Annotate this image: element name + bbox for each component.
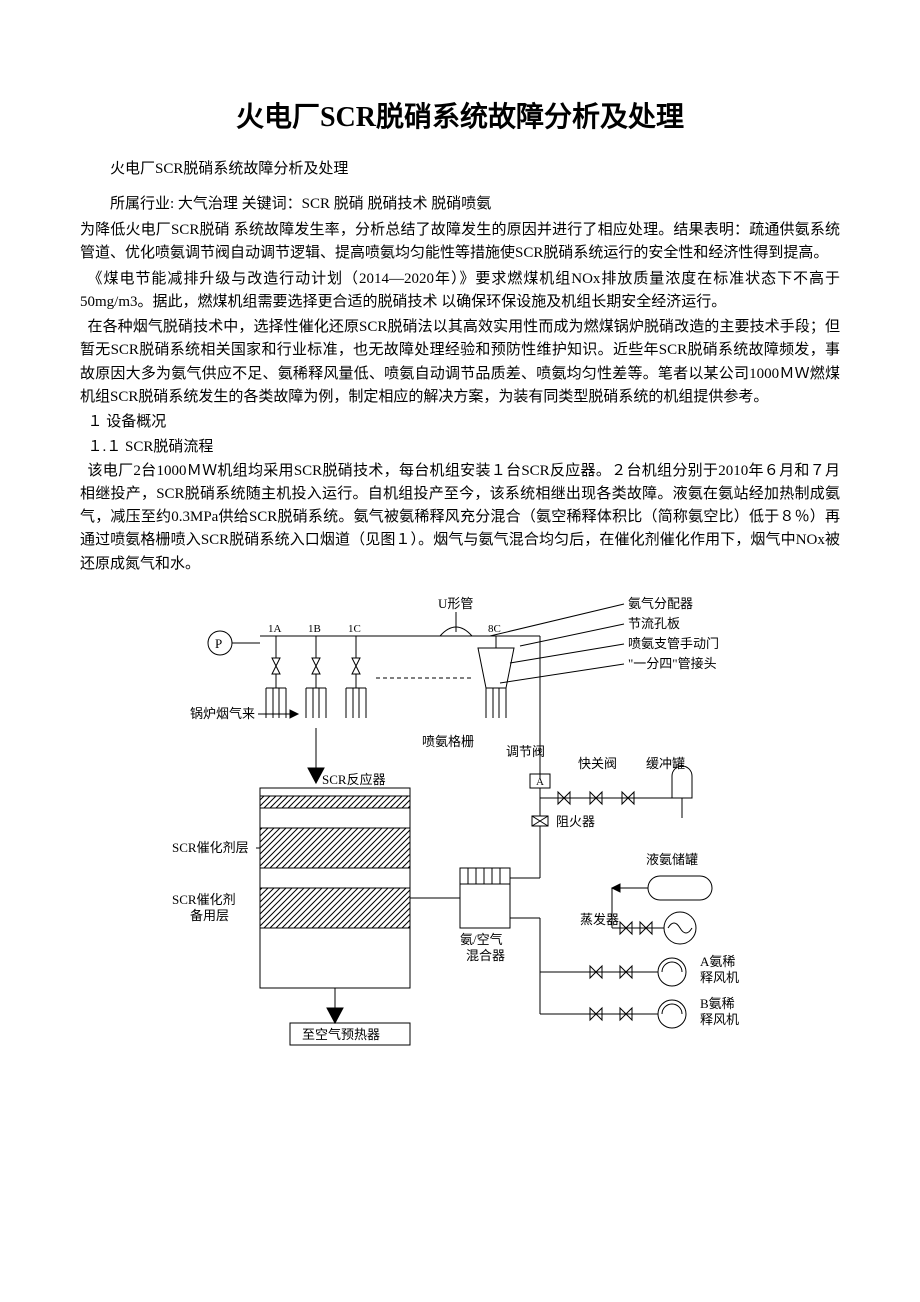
label-fan-a-1: A氨稀 [700, 954, 735, 969]
control-valve-letter: A [536, 776, 544, 788]
branch-group [266, 636, 514, 718]
label-fan-b-1: B氨稀 [700, 996, 735, 1011]
label-fan-a-2: 释风机 [700, 970, 739, 985]
label-u-tube: U形管 [438, 596, 473, 611]
paragraph-3: 在各种烟气脱硝技术中，选择性催化还原SCR脱硝法以其高效实用性而成为燃煤锅炉脱硝… [80, 316, 840, 409]
label-flame-arrester: 阻火器 [556, 814, 595, 829]
paragraph-2: 《煤电节能减排升级与改造行动计划（2014—2020年）》要求燃煤机组NOx排放… [80, 268, 840, 315]
label-to-preheater: 至空气预热器 [302, 1027, 380, 1042]
label-mixer-2: 混合器 [466, 948, 505, 963]
document-title: 火电厂SCR脱硝系统故障分析及处理 [80, 95, 840, 135]
label-fan-b-2: 释风机 [700, 1012, 739, 1027]
document-subtitle: 火电厂SCR脱硝系统故障分析及处理 [80, 157, 840, 178]
label-quick-valve: 快关阀 [578, 756, 617, 771]
label-evaporator: 蒸发器 [580, 912, 619, 927]
scr-flow-diagram: 氨气分配器 节流孔板 喷氨支管手动门 "一分四"管接头 U形管 P 1A 1B … [160, 588, 760, 1048]
label-p-sensor: P [215, 636, 222, 651]
figure-1-container: 氨气分配器 节流孔板 喷氨支管手动门 "一分四"管接头 U形管 P 1A 1B … [80, 588, 840, 1048]
label-col-1a: 1A [268, 623, 282, 635]
label-buffer-tank: 缓冲罐 [646, 756, 685, 771]
label-control-valve: 调节阀 [506, 744, 545, 759]
label-branch-valve: 喷氨支管手动门 [628, 636, 719, 651]
label-col-1b: 1B [308, 623, 321, 635]
label-flue-gas-in: 锅炉烟气来 [190, 706, 255, 721]
label-liquid-tank: 液氨储罐 [646, 852, 698, 867]
label-spray-grid: 喷氨格栅 [422, 734, 474, 749]
label-col-1c: 1C [348, 623, 361, 635]
label-col-8c: 8C [488, 623, 501, 635]
label-orifice: 节流孔板 [628, 616, 680, 631]
label-catalyst-layer: SCR催化剂层 [172, 840, 249, 855]
label-ammonia-distributor: 氨气分配器 [628, 596, 693, 611]
label-one-to-four: "一分四"管接头 [628, 656, 717, 671]
document-meta: 所属行业: 大气治理 关键词：SCR 脱硝 脱硝技术 脱硝喷氨 [80, 192, 840, 213]
label-catalyst-spare-1: SCR催化剂 [172, 892, 236, 907]
label-reactor: SCR反应器 [322, 772, 386, 787]
paragraph-1: 为降低火电厂SCR脱硝 系统故障发生率，分析总结了故障发生的原因并进行了相应处理… [80, 219, 840, 266]
label-catalyst-spare-2: 备用层 [190, 908, 229, 923]
paragraph-4: 该电厂2台1000ＭＷ机组均采用SCR脱硝技术，每台机组安装１台SCR反应器。２… [80, 460, 840, 576]
section-1-heading: １ 设备概况 [80, 411, 840, 434]
section-1-1-heading: １.１ SCR脱硝流程 [80, 436, 840, 459]
label-mixer-1: 氨/空气 [460, 932, 503, 947]
